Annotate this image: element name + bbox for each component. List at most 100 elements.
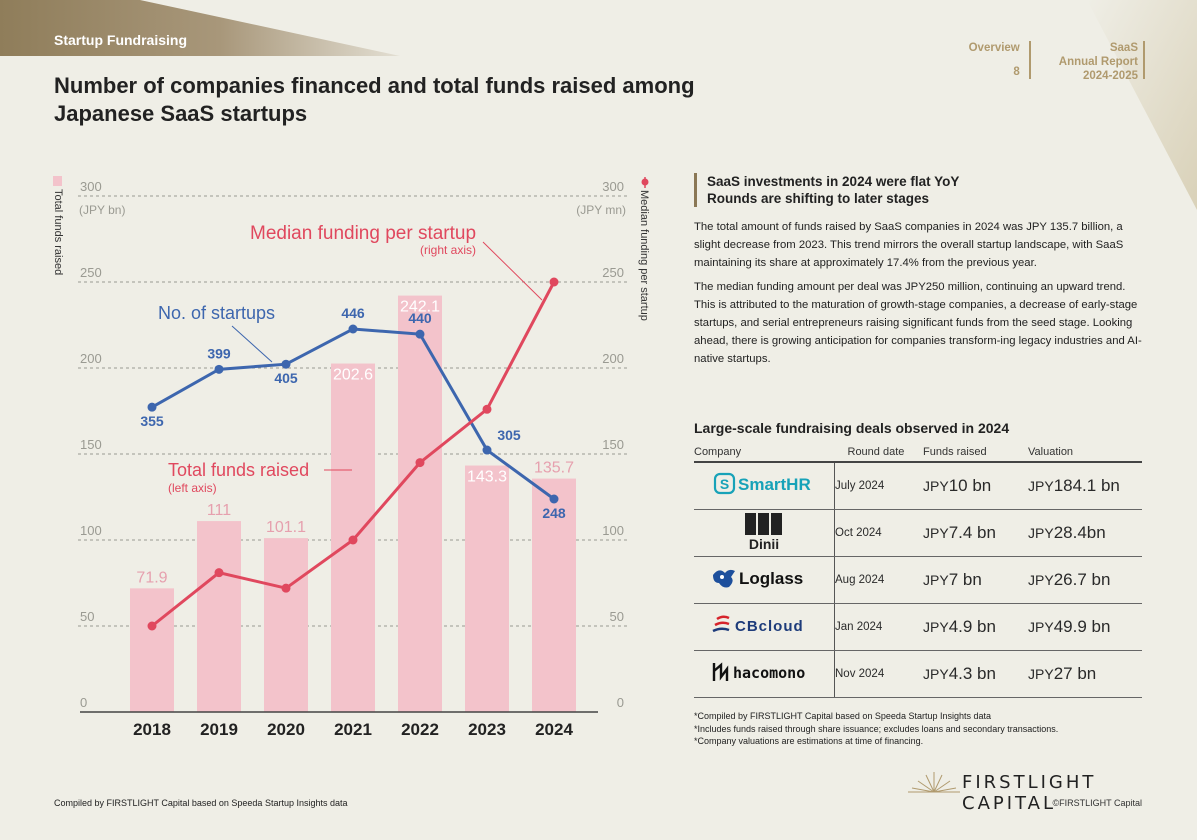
right-axis-label: Median funding per startup — [638, 190, 650, 321]
currency: JPY — [923, 478, 949, 494]
section-label: Startup Fundraising — [54, 32, 187, 48]
table-row: Loglass Aug 2024 JPY7 bn JPY26.7 bn — [694, 556, 1142, 604]
nav-overview-label: Overview — [968, 42, 1020, 54]
point-median-2023 — [482, 404, 492, 414]
funds-value: 7.4 bn — [948, 523, 996, 542]
company-logo-hacomono: hacomono — [694, 650, 835, 698]
valuation: JPY26.7 bn — [1028, 556, 1142, 604]
copyright: ©FIRSTLIGHT Capital — [1052, 798, 1143, 808]
summary-heading: SaaS investments in 2024 were flat YoY R… — [694, 173, 959, 207]
funds-raised: JPY4.3 bn — [923, 650, 1028, 698]
page-title: Number of companies financed and total f… — [54, 73, 695, 126]
currency: JPY — [1028, 666, 1054, 682]
startups-label: 248 — [542, 505, 566, 521]
point-median-2024 — [549, 277, 559, 287]
loglass-logo-icon: Loglass — [713, 569, 803, 588]
bar-label: 111 — [207, 502, 231, 519]
median-annotation-sub: (right axis) — [420, 243, 476, 257]
x-tick-label: 2018 — [133, 720, 171, 739]
currency: JPY — [1028, 525, 1054, 541]
point-startups-2024 — [549, 494, 559, 504]
startups-label: 405 — [274, 370, 298, 386]
bar-funds-2018 — [130, 588, 174, 712]
startups-label: 399 — [207, 345, 231, 361]
table-row: Dinii Oct 2024 JPY7.4 bn JPY28.4bn — [694, 509, 1142, 557]
funds-value: 4.3 bn — [948, 664, 996, 683]
median-annotation: Median funding per startup — [250, 223, 476, 244]
y-tick-left: 250 — [80, 265, 102, 280]
funds-value: 7 bn — [948, 570, 982, 589]
round-date: Nov 2024 — [834, 650, 923, 698]
point-startups-2023 — [482, 445, 492, 455]
y-tick-right: 150 — [602, 437, 624, 452]
report-title-line-1: SaaS — [1109, 42, 1138, 54]
funds-raised: JPY7 bn — [923, 556, 1028, 604]
table-row: S SmartHR July 2024 JPY10 bn JPY184.1 bn — [694, 462, 1142, 510]
smarthr-logo-icon: S SmartHR — [713, 472, 811, 494]
table-row: hacomono Nov 2024 JPY4.3 bn JPY27 bn — [694, 650, 1142, 698]
bar-funds-2020 — [264, 538, 308, 712]
round-date: Aug 2024 — [834, 556, 923, 604]
y-tick-left: 50 — [80, 609, 94, 624]
report-title-line-3: 2024-2025 — [1083, 70, 1138, 82]
right-unit: (JPY mn) — [576, 203, 626, 217]
bar-label: 202.6 — [333, 367, 373, 384]
cbcloud-logo-icon: CBcloud — [712, 614, 804, 635]
company-logo-smarthr: S SmartHR — [694, 462, 835, 510]
startups-label: 440 — [408, 310, 432, 326]
summary-heading-line-2: Rounds are shifting to later stages — [707, 191, 930, 206]
round-date: Jan 2024 — [834, 603, 923, 651]
table-row: CBcloud Jan 2024 JPY4.9 bn JPY49.9 bn — [694, 603, 1142, 651]
header-banner — [0, 0, 400, 56]
funds-raised: JPY10 bn — [923, 462, 1028, 510]
y-tick-left: 0 — [80, 695, 87, 710]
valuation-value: 28.4bn — [1053, 523, 1106, 542]
summary-heading-line-1: SaaS investments in 2024 were flat YoY — [707, 174, 960, 189]
point-median-2021 — [348, 535, 358, 545]
funding-chart: 300 300 250 250 200 200 150 150 100 100 50 50 0 0 (JPY… — [52, 176, 650, 739]
y-tick-left: 100 — [80, 523, 102, 538]
left-unit: (JPY bn) — [79, 203, 125, 217]
hacomono-logo-icon: hacomono — [712, 661, 805, 682]
point-median-2022 — [415, 458, 425, 468]
round-date: July 2024 — [834, 462, 923, 510]
svg-text:S: S — [720, 476, 729, 492]
page-number: 8 — [1013, 66, 1020, 78]
currency: JPY — [1028, 572, 1054, 588]
point-startups-2019 — [214, 364, 224, 374]
brand-name: FIRSTLIGHT CAPITAL — [962, 772, 1097, 814]
valuation: JPY27 bn — [1028, 650, 1142, 698]
legend-bar-swatch — [53, 176, 62, 186]
note-1: *Compiled by FIRSTLIGHT Capital based on… — [694, 711, 991, 721]
funds-raised: JPY4.9 bn — [923, 603, 1028, 651]
point-median-2018 — [147, 621, 157, 631]
bar-label: 135.7 — [534, 460, 574, 477]
point-median-2019 — [214, 568, 224, 578]
col-round-date: Round date — [834, 445, 923, 463]
funds-raised: JPY7.4 bn — [923, 509, 1028, 557]
source-note: Compiled by FIRSTLIGHT Capital based on … — [54, 798, 348, 808]
currency: JPY — [923, 572, 949, 588]
nav-report-title: SaaS Annual Report 2024-2025 — [1031, 41, 1145, 82]
col-funds-raised: Funds raised — [923, 445, 1028, 463]
y-tick-right: 100 — [602, 523, 624, 538]
table-notes: *Compiled by FIRSTLIGHT Capital based on… — [694, 710, 1058, 748]
corner-decoration — [1087, 0, 1197, 210]
valuation: JPY184.1 bn — [1028, 462, 1142, 510]
bar-funds-2024 — [532, 478, 576, 712]
funds-value: 10 bn — [948, 476, 992, 495]
company-logo-cbcloud: CBcloud — [694, 603, 835, 651]
company-name: CBcloud — [735, 618, 804, 635]
deals-header-row: Company Round date Funds raised Valuatio… — [694, 445, 1142, 463]
currency: JPY — [923, 666, 949, 682]
round-date: Oct 2024 — [834, 509, 923, 557]
nav-overview[interactable]: Overview 8 — [961, 41, 1031, 79]
y-tick-right: 50 — [610, 609, 624, 624]
point-startups-2022 — [415, 329, 425, 339]
startups-label: 446 — [341, 305, 365, 321]
x-tick-label: 2021 — [334, 720, 372, 739]
company-name: SmartHR — [738, 475, 811, 494]
funds-annotation-sub: (left axis) — [168, 481, 217, 495]
currency: JPY — [923, 619, 949, 635]
currency: JPY — [923, 525, 949, 541]
